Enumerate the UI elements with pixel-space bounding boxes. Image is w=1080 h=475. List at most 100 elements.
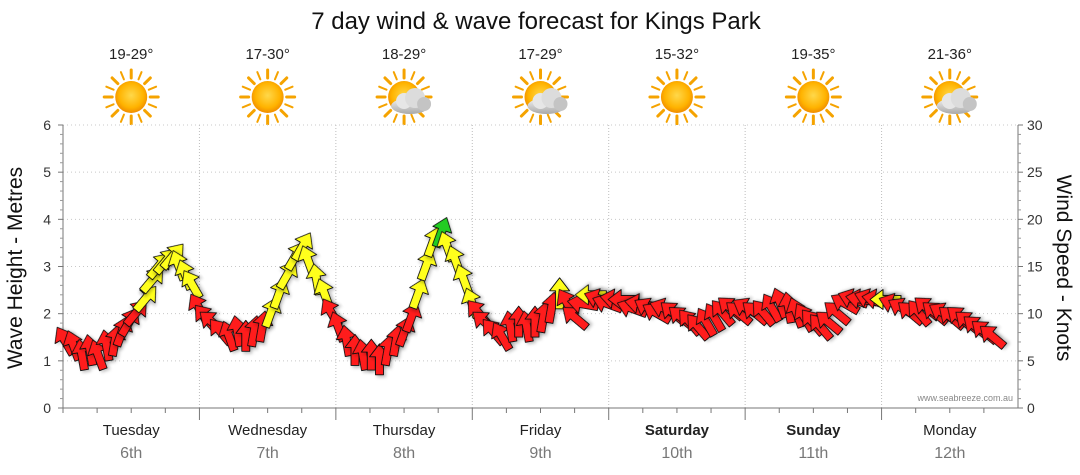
- cloud-part: [417, 97, 432, 111]
- sun-ray: [378, 103, 388, 109]
- sun-ray: [147, 85, 158, 91]
- sun-ray: [519, 108, 529, 118]
- sun-ray: [143, 108, 152, 118]
- sun-ray: [825, 108, 834, 118]
- plot-area: [63, 125, 1018, 408]
- sun-disc: [115, 81, 148, 113]
- sun-ray: [802, 71, 808, 81]
- sun-ray: [137, 113, 143, 123]
- day-date: 11th: [798, 445, 828, 462]
- wind-arrows: [54, 217, 1008, 376]
- right-tick-label: 15: [1027, 259, 1043, 275]
- sun-ray: [110, 108, 120, 118]
- left-tick-label: 6: [43, 117, 51, 133]
- sun-ray: [787, 103, 797, 109]
- sun-ray: [688, 108, 698, 118]
- plot-grid: [63, 124, 1018, 408]
- sun-ray: [938, 71, 944, 81]
- sun-ray: [683, 113, 689, 123]
- sun-ray: [693, 103, 703, 109]
- day-date: 6th: [120, 445, 142, 462]
- sun-ray: [683, 71, 689, 81]
- sun-ray: [792, 76, 802, 86]
- sun-ray: [514, 103, 524, 109]
- day-temperature: 17-29°: [518, 46, 562, 63]
- sun-ray: [956, 71, 962, 81]
- day-labels: Tuesday 6th Wednesday 7th Thursday 8th Friday 9…: [103, 422, 977, 462]
- sun-ray: [247, 76, 256, 86]
- right-tick-label: 0: [1027, 400, 1035, 416]
- day-name: Wednesday: [228, 422, 307, 439]
- sun-ray: [656, 76, 666, 86]
- sun-ray: [546, 71, 552, 81]
- day-temperature: 19-35°: [791, 46, 835, 63]
- sun-ray: [665, 113, 671, 123]
- right-tick-label: 5: [1027, 353, 1035, 369]
- sun-ray: [557, 85, 567, 91]
- left-tick-label: 3: [43, 259, 51, 275]
- sun-ray: [825, 76, 834, 86]
- sun-ray: [656, 108, 666, 118]
- sun-ray: [819, 113, 825, 123]
- sun-icon: [648, 68, 706, 126]
- sun-ray: [552, 76, 562, 86]
- left-axis-label: Wave Height - Metres: [4, 167, 27, 369]
- sun-ray: [651, 85, 661, 91]
- cloud-part: [962, 97, 977, 111]
- partly-cloudy-icon: [512, 68, 569, 126]
- left-tick-label: 1: [43, 353, 51, 369]
- sun-ray: [383, 108, 393, 118]
- sun-ray: [378, 85, 388, 91]
- sun-ray: [410, 113, 416, 123]
- sun-ray: [256, 113, 262, 123]
- wind-arrow: [132, 286, 157, 314]
- sun-ray: [119, 71, 125, 81]
- day-temperature: 18-29°: [382, 46, 426, 63]
- wind-arrow: [416, 250, 438, 282]
- left-tick-label: 4: [43, 211, 51, 227]
- day-name: Tuesday: [103, 422, 160, 439]
- wind-arrow: [979, 325, 1008, 350]
- sun-ray: [519, 76, 529, 86]
- sun-disc: [251, 81, 284, 113]
- left-tick-label: 5: [43, 164, 51, 180]
- chart-title: 7 day wind & wave forecast for Kings Par…: [311, 8, 762, 35]
- sun-ray: [966, 85, 976, 91]
- sun-ray: [529, 71, 535, 81]
- day-name: Friday: [520, 422, 562, 439]
- day-name: Sunday: [786, 422, 841, 439]
- sun-ray: [137, 71, 143, 81]
- day-date: 9th: [529, 445, 551, 462]
- daily-weather-row: 19-29° 17-30° 18-29° 17-29° 15-32° 19-35° 21-3…: [102, 46, 979, 126]
- sun-ray: [420, 85, 430, 91]
- right-tick-label: 20: [1027, 211, 1043, 227]
- sun-ray: [410, 71, 416, 81]
- plot-axes: 0 1 2 3 4 5 6 0 5 10 15 20 25 30: [43, 117, 1043, 420]
- sun-ray: [247, 108, 256, 118]
- sun-ray: [284, 103, 294, 109]
- sun-ray: [529, 113, 535, 123]
- sun-ray: [415, 76, 425, 86]
- day-temperature: 19-29°: [109, 46, 153, 63]
- partly-cloudy-icon: [921, 68, 979, 126]
- sun-ray: [105, 103, 115, 109]
- sun-ray: [119, 113, 125, 123]
- cloud-shape: [936, 88, 977, 114]
- sun-ray: [802, 113, 808, 123]
- sun-ray: [392, 71, 398, 81]
- sun-ray: [284, 85, 294, 91]
- sun-ray: [956, 113, 962, 123]
- sun-ray: [829, 103, 840, 109]
- day-temperature: 15-32°: [655, 46, 699, 63]
- sun-ray: [923, 85, 934, 91]
- sun-ray: [787, 85, 797, 91]
- sun-ray: [256, 71, 262, 81]
- sun-ray: [241, 85, 252, 91]
- sun-ray: [961, 76, 971, 86]
- right-tick-label: 25: [1027, 164, 1043, 180]
- sun-ray: [273, 113, 279, 123]
- sun-ray: [279, 76, 289, 86]
- sun-ray: [143, 76, 152, 86]
- sun-ray: [273, 71, 279, 81]
